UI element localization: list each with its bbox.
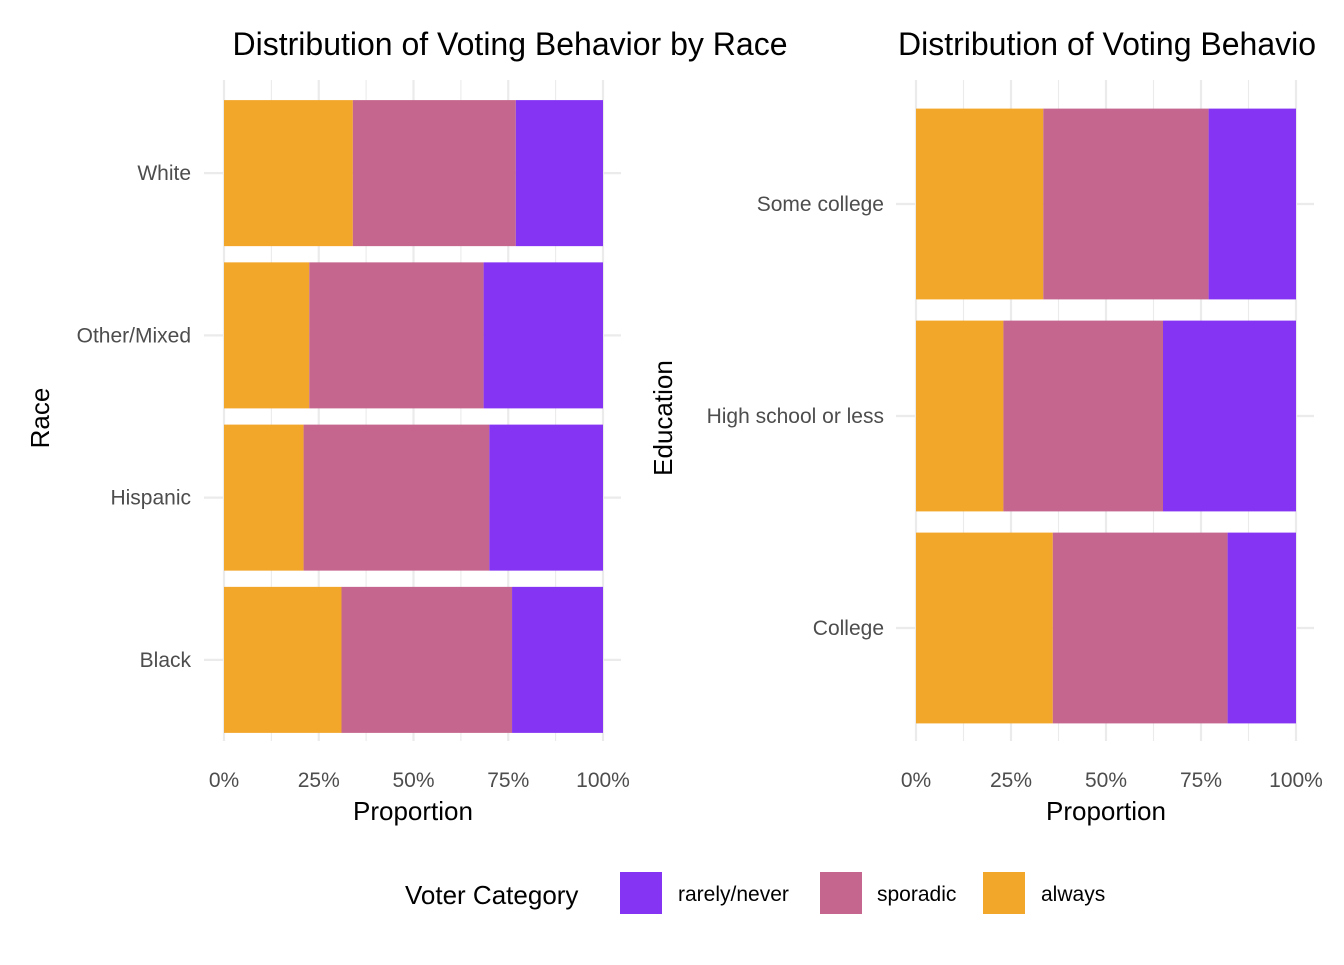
x-tick-label-0: 0% [901,769,931,792]
x-axis-label-education: Proportion [1046,796,1166,826]
x-axis-label-race: Proportion [353,796,473,826]
y-tick-label-high-school-or-less: High school or less [707,405,884,428]
y-tick-label-other-mixed: Other/Mixed [77,324,191,347]
chart-title-race: Distribution of Voting Behavior by Race [233,26,788,62]
x-tick-label-75: 75% [487,769,529,792]
x-ticks-education: 0% 25% 50% 75% 100% [901,769,1323,792]
legend-swatch-sporadic [820,872,862,914]
y-tick-label-college: College [813,617,884,640]
bar-white-sporadic [352,100,516,247]
y-axis-label-race: Race [25,388,55,449]
bar-black-sporadic [341,586,513,733]
x-tick-label-25: 25% [990,769,1032,792]
bar-some-college-always [916,108,1044,300]
legend-label-always: always [1041,883,1105,906]
bar-white-always [224,100,353,247]
bar-college-sporadic [1052,532,1228,724]
bar-black-always [224,586,342,733]
bar-high-school-or-less-always [916,320,1004,512]
y-tick-label-black: Black [140,649,192,672]
legend-label-sporadic: sporadic [877,883,956,906]
bars-race [224,100,603,733]
bar-other-mixed-rarely-never [483,262,603,409]
y-tick-label-hispanic: Hispanic [110,487,191,510]
bar-high-school-or-less-rarely-never [1163,320,1296,512]
x-tick-label-100: 100% [576,769,630,792]
legend-swatch-always [983,872,1025,914]
bars-education [916,108,1296,724]
panel-race: Distribution of Voting Behavior by Race … [25,26,787,826]
legend-swatch-rarely-never [620,872,662,914]
legend-items: rarely/never sporadic always [620,872,1105,914]
x-ticks-race: 0% 25% 50% 75% 100% [209,769,630,792]
chart-title-education: Distribution of Voting Behavio [898,26,1316,62]
bar-college-rarely-never [1227,532,1296,724]
bar-black-rarely-never [512,586,603,733]
y-ticks-education: College High school or less Some college [707,193,884,640]
y-axis-label-education: Education [648,360,678,476]
bar-some-college-rarely-never [1208,108,1296,300]
y-tick-label-white: White [137,162,191,185]
bar-hispanic-sporadic [303,424,490,571]
bar-other-mixed-always [224,262,310,409]
legend-title: Voter Category [405,880,578,910]
bar-other-mixed-sporadic [309,262,484,409]
legend-label-rarely-never: rarely/never [678,883,789,906]
x-tick-label-75: 75% [1180,769,1222,792]
x-tick-label-50: 50% [1085,769,1127,792]
bar-some-college-sporadic [1043,108,1209,300]
bar-high-school-or-less-sporadic [1003,320,1163,512]
x-tick-label-50: 50% [392,769,434,792]
x-tick-label-25: 25% [298,769,340,792]
legend: Voter Category rarely/never sporadic alway… [405,872,1105,914]
panel-education: Distribution of Voting Behavio Education… [648,26,1323,826]
y-tick-label-some-college: Some college [757,193,884,216]
bar-hispanic-always [224,424,304,571]
x-tick-label-100: 100% [1269,769,1323,792]
x-tick-label-0: 0% [209,769,239,792]
bar-hispanic-rarely-never [489,424,603,571]
bar-college-always [916,532,1053,724]
bar-white-rarely-never [515,100,603,247]
y-ticks-race: Black Hispanic Other/Mixed White [77,162,192,672]
